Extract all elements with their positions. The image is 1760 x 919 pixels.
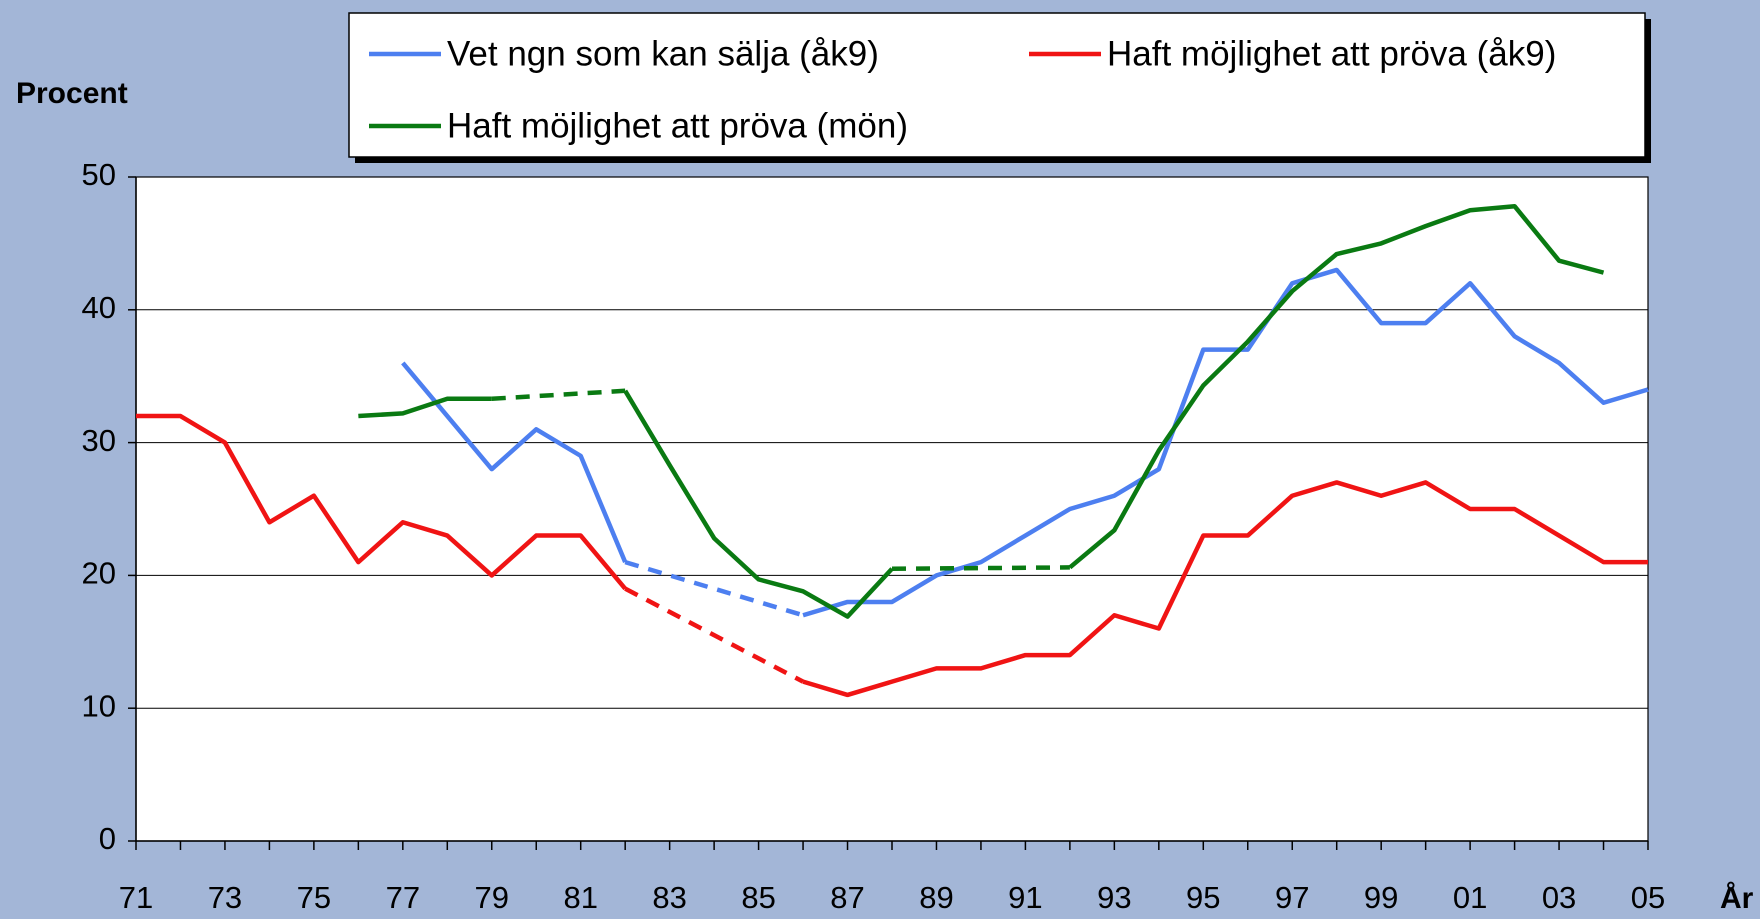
x-tick-label: 77 [386, 880, 420, 915]
x-tick-label: 71 [119, 880, 153, 915]
x-axis-label: År [1720, 882, 1754, 915]
gap-bridge [624, 586, 805, 684]
gap-bridge [891, 565, 1070, 572]
x-tick-label: 05 [1631, 880, 1665, 915]
legend [348, 12, 1646, 158]
x-tick-label: 01 [1453, 880, 1487, 915]
x-tick-label: 03 [1542, 880, 1576, 915]
legend-label: Haft möjlighet att pröva (mön) [447, 106, 908, 145]
legend-label: Haft möjlighet att pröva (åk9) [1107, 34, 1556, 73]
x-tick-label: 81 [563, 880, 597, 915]
x-tick-label: 97 [1275, 880, 1309, 915]
legend-label: Vet ngn som kan sälja (åk9) [447, 34, 879, 73]
x-tick-label: 91 [1008, 880, 1042, 915]
y-tick-label: 20 [82, 556, 116, 591]
x-tick-label: 79 [475, 880, 509, 915]
x-tick-label: 73 [208, 880, 242, 915]
gap-bridge [624, 559, 804, 618]
y-tick-label: 30 [82, 423, 116, 458]
x-tick-label: 99 [1364, 880, 1398, 915]
y-tick-label: 0 [99, 821, 116, 856]
x-tick-label: 95 [1186, 880, 1220, 915]
series-line [136, 413, 1648, 698]
x-tick-label: 89 [919, 880, 953, 915]
y-axis-label: Procent [16, 77, 128, 110]
x-tick-label: 87 [830, 880, 864, 915]
x-tick-label: 75 [297, 880, 331, 915]
y-tick-label: 10 [82, 688, 116, 723]
x-tick-label: 93 [1097, 880, 1131, 915]
y-tick-label: 50 [82, 157, 116, 192]
y-tick-label: 40 [82, 290, 116, 325]
series-line [401, 267, 1649, 618]
series-line [358, 203, 1605, 619]
x-tick-label: 83 [652, 880, 686, 915]
x-tick-label: 85 [741, 880, 775, 915]
plot-area [136, 177, 1648, 841]
